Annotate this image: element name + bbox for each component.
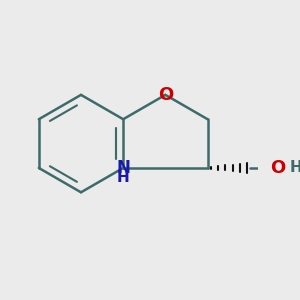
Text: N: N	[116, 159, 130, 177]
Text: O: O	[270, 159, 285, 177]
Text: O: O	[158, 86, 173, 104]
Text: H: H	[117, 170, 130, 185]
Text: H: H	[290, 160, 300, 175]
